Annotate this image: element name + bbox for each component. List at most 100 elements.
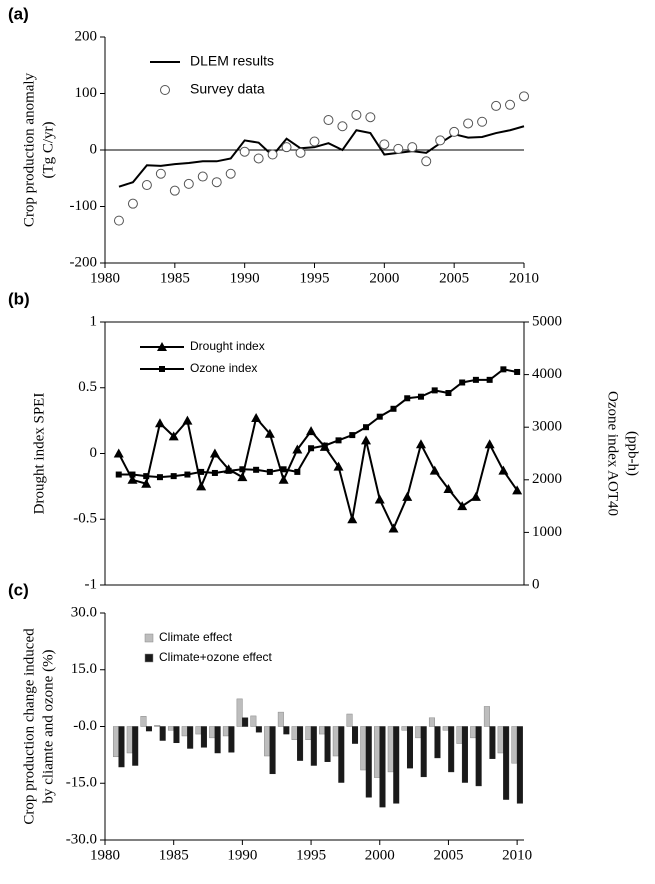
bar [511,726,518,764]
y-tick-label: 30.0 [71,604,97,620]
bar [338,726,345,783]
y-axis-label: by cliamte and ozone (%) [40,649,56,803]
bar [195,726,202,735]
data-point [184,471,191,478]
data-point [143,473,150,480]
legend-label: Climate+ozone effect [159,650,273,664]
data-point [225,467,232,474]
data-point [407,142,418,153]
data-point [155,168,166,179]
y-axis-label: Crop production change induced [21,628,37,825]
bar [393,726,400,804]
x-tick-label: 2000 [369,270,399,286]
bar [228,726,235,753]
data-point [505,99,516,110]
data-point [484,439,495,449]
data-point [347,514,358,524]
bar [222,726,229,737]
legend-marker [160,85,170,95]
y-axis-label: (Tg C/yr) [40,121,56,178]
y-tick-label: -1 [85,576,98,592]
bar [277,711,284,727]
legend-label: Drought index [190,339,265,353]
x-tick-label: 2010 [502,847,532,863]
bar [167,726,174,731]
data-point [209,448,220,458]
data-point [278,474,289,484]
y2-tick-label: 0 [532,576,540,592]
data-point [169,185,180,196]
data-point [183,178,194,189]
data-point [431,387,438,394]
data-point [308,445,315,452]
bar [132,726,139,766]
x-tick-label: 2005 [439,270,469,286]
bar [516,726,523,804]
data-point [113,448,124,458]
data-point [168,431,179,441]
bar [250,715,257,727]
bar [497,726,504,754]
data-point [519,91,529,102]
bar [428,717,435,727]
data-point [225,168,236,179]
data-point [253,153,264,164]
data-point [445,390,452,397]
data-point [239,146,250,157]
bar [352,726,359,744]
y2-tick-label: 3000 [532,419,562,435]
x-tick-label: 1990 [227,847,257,863]
y-tick-label: -200 [70,254,98,270]
data-point [197,171,208,182]
data-point [295,147,306,158]
x-tick-label: 2000 [365,847,395,863]
y-axis-label: Drought index SPEI [31,393,47,515]
bar [434,726,441,759]
data-point [335,437,342,444]
data-point [154,418,165,428]
data-point [486,376,493,383]
data-point [363,424,370,431]
data-point [211,177,222,188]
data-point [251,412,262,422]
bar [118,726,125,768]
x-tick-label: 1980 [90,270,120,286]
y2-tick-label: 2000 [532,471,562,487]
bar [365,726,372,798]
bar [242,717,249,727]
data-point [113,215,124,226]
bar [173,726,180,744]
y-tick-label: -100 [70,198,98,214]
legend-label: Ozone index [190,361,257,375]
bar [489,726,496,759]
legend-marker [159,366,165,372]
data-point [498,465,509,475]
data-point [365,112,376,123]
x-tick-label: 1985 [159,847,189,863]
x-tick-label: 1990 [230,270,260,286]
bar [255,726,262,733]
bar [154,725,161,727]
bar [401,726,408,731]
data-point [421,156,432,167]
data-point [379,139,390,150]
data-point [323,115,334,126]
y-tick-label: 100 [75,85,98,101]
bar [264,726,271,757]
data-point [141,180,152,191]
x-tick-label: 1995 [296,847,326,863]
data-point [435,135,446,146]
legend-swatch [144,653,154,663]
x-tick-label: 1995 [300,270,330,286]
data-point [390,405,397,412]
data-line [117,415,518,531]
bar [159,726,166,741]
y2-axis-label: (ppb-h) [625,431,641,476]
bar [283,726,290,735]
data-point [115,471,122,478]
bar [442,726,449,731]
data-point [156,474,163,481]
bar [420,726,427,778]
bar [297,726,304,761]
